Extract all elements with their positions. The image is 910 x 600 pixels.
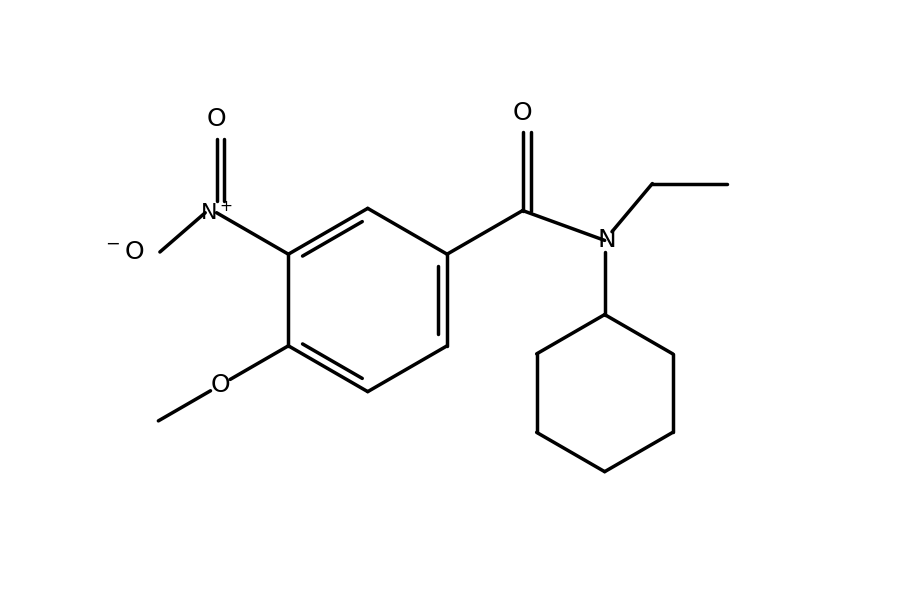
Text: O: O: [207, 107, 227, 131]
Text: O: O: [210, 373, 230, 397]
Text: $^-$O: $^-$O: [102, 240, 144, 264]
Text: N$^+$: N$^+$: [200, 201, 233, 224]
Text: O: O: [513, 101, 532, 125]
Text: N: N: [597, 229, 616, 253]
